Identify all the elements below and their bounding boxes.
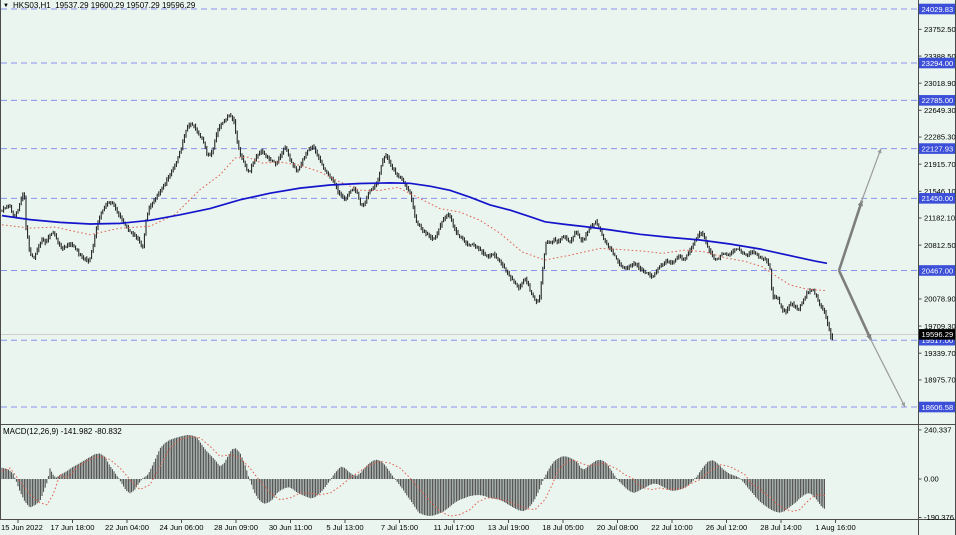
symbol-ohlc-label: HKS03,H1 19537.29 19600.29 19507.29 1959… — [12, 1, 196, 10]
level-price-tag — [919, 193, 955, 204]
level-price-tag-label: 18606.58 — [922, 403, 954, 412]
time-tick-label: 24 Jun 06:00 — [160, 523, 204, 532]
level-price-tag — [919, 143, 955, 154]
price-tick-label: 19339.70 — [924, 349, 956, 358]
time-tick-label: 26 Jul 12:00 — [706, 523, 747, 532]
trend-arrow-down-thick[interactable] — [837, 269, 873, 341]
ma-slow-line[interactable] — [1, 182, 828, 265]
price-tick-label: 23752.50 — [924, 25, 956, 34]
price-tick-label: 19709.30 — [924, 322, 956, 331]
time-tick-label: 28 Jul 14:00 — [760, 523, 801, 532]
trend-arrow-up-thick[interactable] — [837, 200, 864, 271]
time-axis[interactable]: 15 Jun 2022 17 Jun 18:00 22 Jun 04:00 24 Ju… — [1, 519, 856, 533]
level-price-tag — [919, 95, 955, 106]
macd-tick-label: -190.376 — [924, 513, 954, 522]
ma-fast-line[interactable] — [1, 156, 828, 292]
price-axis[interactable]: 23752.50 23388.50 23018.90 22649.30 22285.30… — [918, 25, 956, 385]
level-price-tag — [919, 265, 955, 276]
price-tick-label: 23018.90 — [924, 79, 956, 88]
time-tick-label: 1 Aug 16:00 — [815, 523, 856, 532]
trend-arrow-down-thin[interactable] — [869, 337, 906, 408]
trend-arrows[interactable] — [837, 148, 906, 408]
level-price-tag-label: 21450.00 — [922, 194, 954, 203]
macd-histogram — [1, 435, 825, 516]
price-tick-label: 22285.30 — [924, 133, 956, 142]
time-tick-label: 22 Jul 10:00 — [651, 523, 692, 532]
candles — [1, 113, 833, 341]
time-tick-label: 7 Jul 15:00 — [381, 523, 418, 532]
trend-arrow-up-thin[interactable] — [860, 148, 882, 203]
symbol-dropdown-icon: ▼ — [3, 3, 9, 9]
time-tick-label: 28 Jun 09:00 — [214, 523, 258, 532]
level-price-tag — [919, 3, 955, 15]
level-price-tag-label: 24029.83 — [922, 5, 954, 14]
price-tick-label: 20812.50 — [924, 241, 956, 250]
current-price-tag — [919, 329, 955, 340]
level-price-tag — [919, 334, 955, 346]
level-price-tag-label: 20467.00 — [922, 266, 954, 275]
level-price-tag-label: 23294.00 — [922, 59, 954, 68]
macd-tick-label: 240.337 — [924, 426, 951, 435]
price-tick-label: 21915.70 — [924, 160, 956, 169]
time-tick-label: 15 Jun 2022 — [1, 523, 43, 532]
time-tick-label: 11 Jul 17:00 — [434, 523, 475, 532]
time-tick-label: 22 Jun 04:00 — [105, 523, 149, 532]
time-tick-label: 20 Jul 08:00 — [597, 523, 638, 532]
level-price-tag — [919, 401, 955, 413]
price-tick-label: 21182.10 — [924, 214, 955, 223]
price-tick-label: 22649.30 — [924, 106, 956, 115]
chart-title: ▼ HKS03,H1 19537.29 19600.29 19507.29 195… — [3, 1, 195, 12]
time-tick-label: 30 Jun 11:00 — [269, 523, 312, 532]
macd-indicator-label: MACD(12,26,9) -141.982 -80.832 — [3, 427, 122, 436]
time-tick-label: 13 Jul 19:00 — [488, 523, 529, 532]
time-tick-label: 17 Jun 18:00 — [51, 523, 95, 532]
price-tags: 24029.83 23294.00 22785.00 22127.93 21450.00… — [919, 3, 955, 413]
current-price-tag-label: 19596.29 — [922, 330, 954, 339]
price-tick-label: 18975.70 — [924, 376, 956, 385]
time-tick-label: 5 Jul 13:00 — [326, 523, 363, 532]
price-tick-label: 21546.10 — [924, 187, 956, 196]
time-tick-label: 18 Jul 05:00 — [542, 523, 583, 532]
price-tick-label: 20078.90 — [924, 295, 956, 304]
macd-tick-label: 0.00 — [924, 475, 939, 484]
level-price-tag-label: 19517.00 — [922, 336, 954, 345]
level-price-tag-label: 22127.93 — [922, 144, 954, 153]
price-tick-label: 23388.50 — [924, 52, 956, 61]
macd-signal-line — [1, 435, 827, 517]
level-price-tag — [919, 57, 955, 69]
level-lines[interactable] — [1, 8, 918, 408]
level-price-tag-label: 22785.00 — [922, 96, 954, 105]
macd-axis[interactable]: 240.337 0.00 -190.376 — [918, 426, 954, 523]
